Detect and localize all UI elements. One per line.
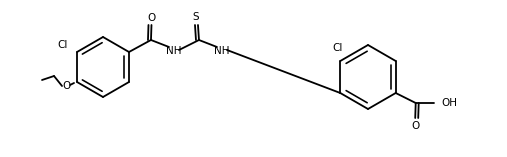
Text: S: S bbox=[193, 12, 199, 22]
Text: Cl: Cl bbox=[58, 40, 68, 50]
Text: O: O bbox=[412, 121, 420, 131]
Text: OH: OH bbox=[442, 98, 458, 108]
Text: NH: NH bbox=[214, 46, 230, 56]
Text: Cl: Cl bbox=[332, 43, 342, 53]
Text: O: O bbox=[62, 81, 70, 91]
Text: NH: NH bbox=[166, 46, 182, 56]
Text: O: O bbox=[148, 13, 156, 23]
